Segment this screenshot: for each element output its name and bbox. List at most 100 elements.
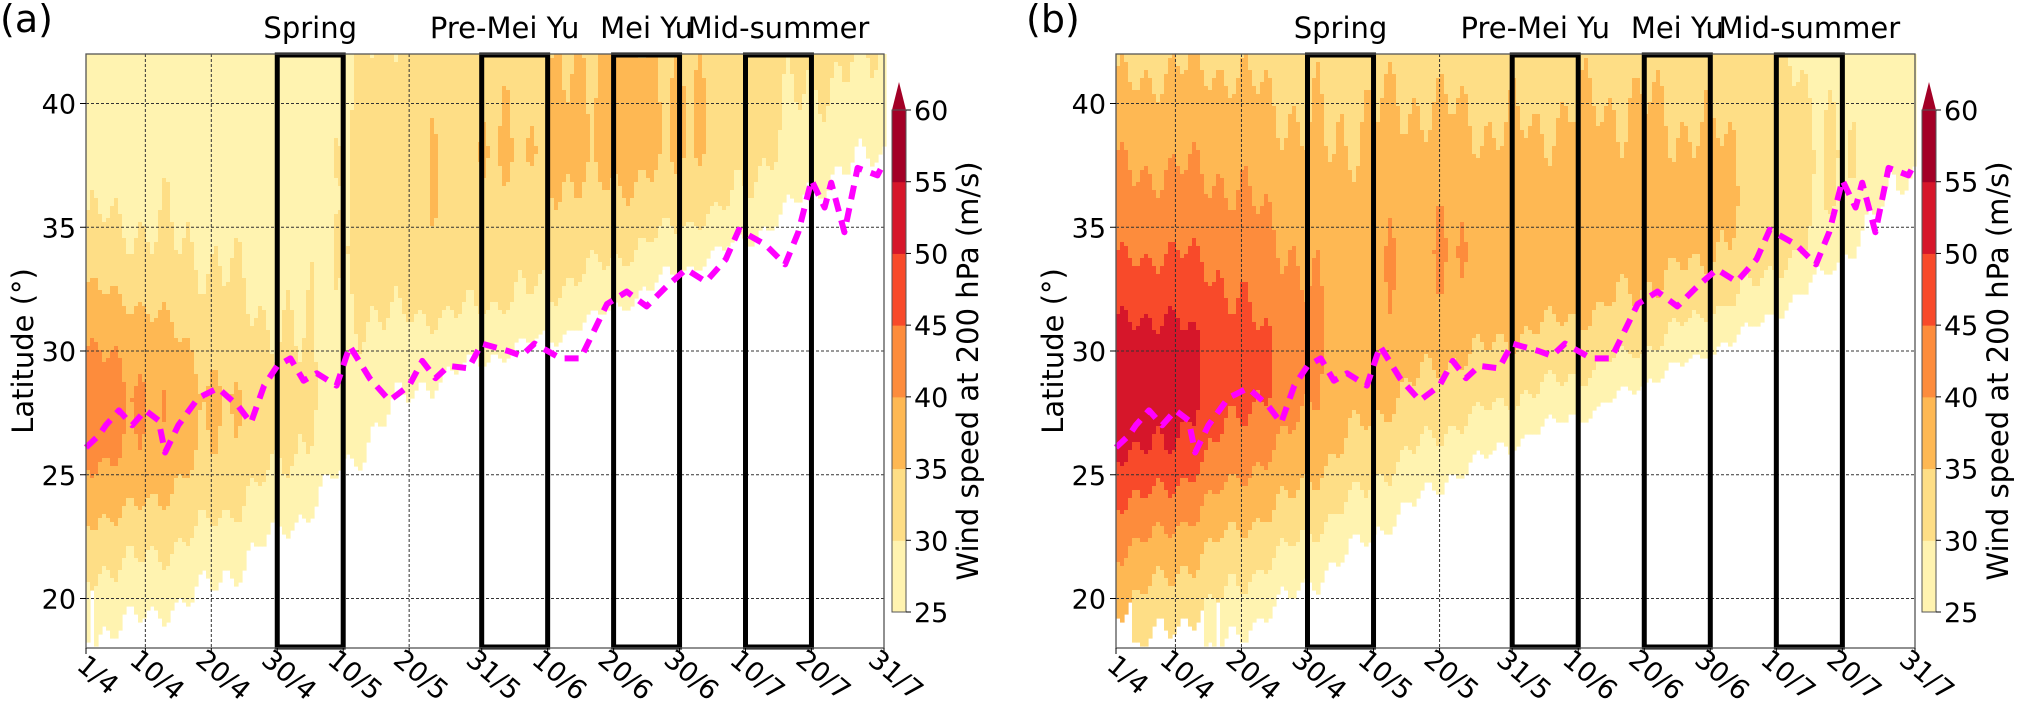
contour-band [1196,474,1201,523]
contour-band [178,54,183,255]
contour-band [1504,342,1509,407]
contour-band [1328,162,1333,455]
contour-band [1132,186,1137,267]
contour-band [210,454,215,527]
contour-band [414,314,419,391]
contour-band [1412,454,1417,507]
contour-band [394,286,399,383]
contour-band [1608,306,1613,363]
contour-band [830,78,835,175]
contour-band [290,54,295,311]
contour-band [1360,490,1365,543]
contour-band [438,54,443,319]
contour-band [462,54,467,303]
contour-band [1168,54,1173,59]
colorbar-extend-arrow [1922,82,1936,110]
contour-band [1464,94,1469,243]
contour-band [266,54,271,331]
contour-band [486,54,491,147]
contour-band [1192,54,1197,143]
contour-band [1592,310,1597,371]
contour-band [1524,138,1529,327]
contour-band [134,506,139,559]
contour-band [618,258,623,307]
contour-band [90,278,95,339]
contour-band [1300,530,1305,583]
contour-band [1184,478,1189,523]
contour-band [1320,478,1325,535]
contour-band [1780,278,1785,319]
contour-band [1152,486,1157,527]
contour-band [778,130,783,215]
contour-band [402,314,407,395]
contour-band [338,146,343,187]
contour-band [1156,102,1161,199]
contour-band [1492,402,1497,451]
contour-band [642,58,647,171]
contour-band [750,198,755,247]
contour-band [1284,426,1289,491]
contour-band [702,54,707,79]
contour-band [210,370,215,455]
contour-band [466,290,471,355]
contour-band [774,162,779,227]
contour-band [1420,54,1425,131]
contour-band [1132,490,1137,539]
contour-band [1260,522,1265,571]
contour-band [1704,54,1709,91]
contour-band [654,54,659,171]
contour-band [578,54,583,199]
contour-band [1412,386,1417,455]
contour-band [1404,378,1409,447]
colorbar-tick-label: 50 [1944,239,1978,270]
contour-band [138,222,143,303]
contour-band [670,54,675,79]
colorbar-segment [1922,468,1936,541]
contour-band [818,54,823,115]
contour-band [1684,126,1689,271]
contour-band [338,210,343,279]
contour-band [1200,554,1205,611]
panel-b: Spring Pre-Mei Yu Mei YuMid-summer20253035… [1026,0,2015,702]
contour-band [94,530,99,587]
contour-band [838,66,843,167]
contour-band [1168,158,1173,243]
x-tick-label: 30/4 [1286,644,1352,702]
contour-band [1756,54,1761,287]
contour-band [1288,546,1293,599]
contour-band [1340,454,1345,515]
contour-band [1184,418,1189,479]
contour-band [150,546,155,607]
contour-band [1424,142,1429,355]
contour-band [1136,266,1141,327]
contour-band [1288,114,1293,251]
contour-band [1124,558,1129,615]
contour-band [1440,74,1445,207]
contour-band [1384,246,1389,283]
contour-band [818,114,823,199]
contour-band [130,54,135,255]
contour-band [562,182,567,287]
contour-band [1768,54,1773,267]
contour-band [218,426,223,519]
y-tick-label: 20 [1072,585,1106,616]
contour-band [1296,542,1301,591]
contour-band [1848,130,1853,179]
contour-band [1748,54,1753,279]
contour-band [1180,422,1185,479]
contour-band [1488,350,1493,411]
contour-band [518,270,523,339]
contour-band [1540,134,1545,323]
contour-band [1164,54,1169,75]
contour-band [1720,230,1725,307]
x-tick-label: 10/7 [724,644,790,702]
contour-band [1432,370,1437,439]
period-box [1641,52,1713,650]
contour-band [430,54,435,119]
contour-band [1388,422,1393,487]
contour-band [118,214,123,295]
contour-band [1472,406,1477,455]
contour-band [1336,458,1341,515]
contour-band [1308,534,1313,583]
contour-band [582,58,587,183]
